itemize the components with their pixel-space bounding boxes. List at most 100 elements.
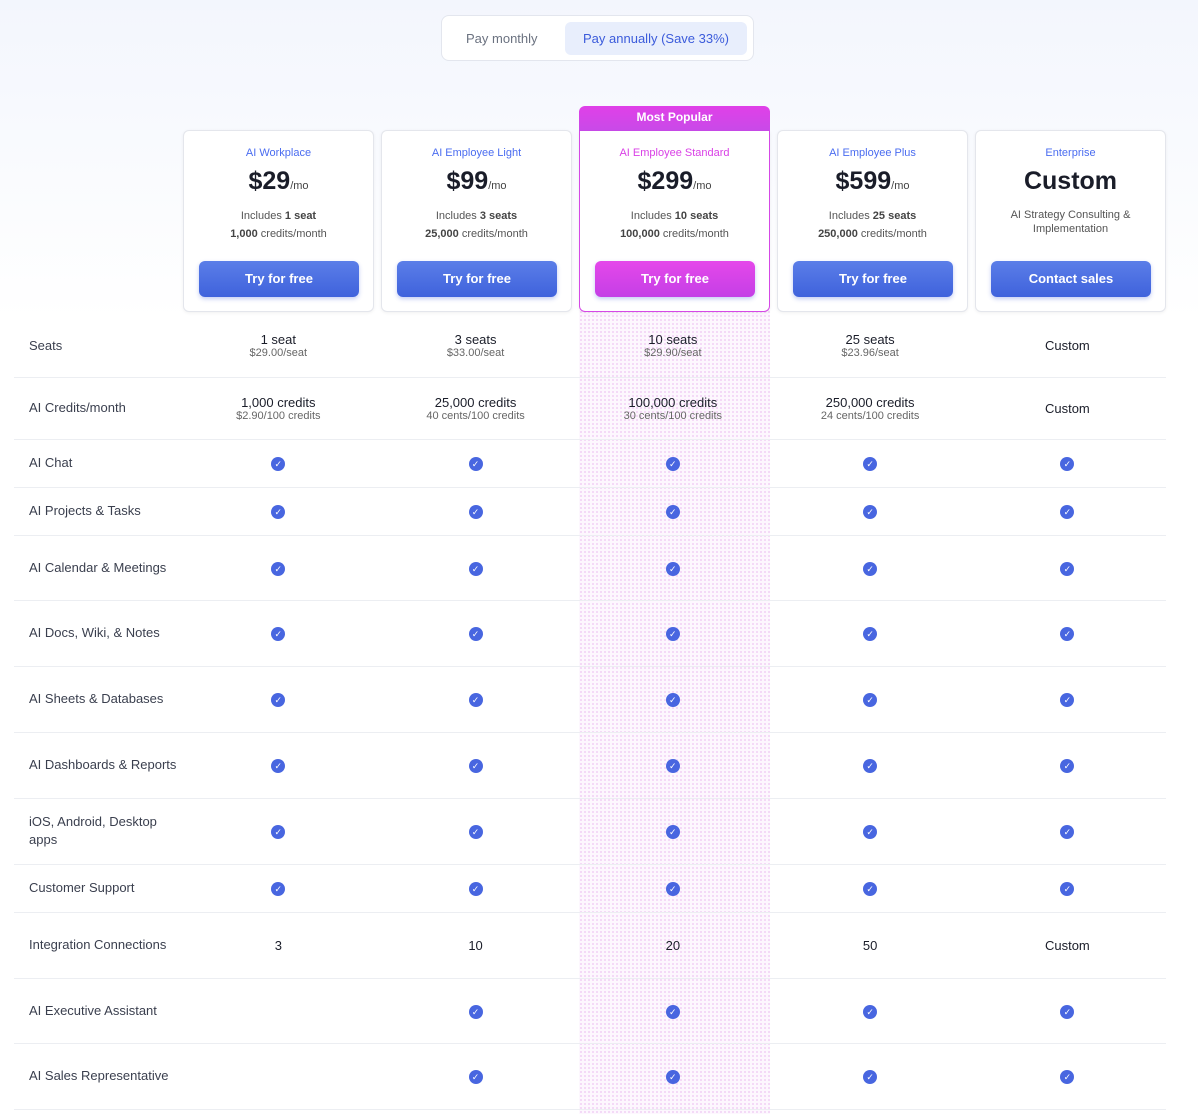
cell-value: 3 seats <box>454 332 497 348</box>
check-icon: ✓ <box>1060 627 1075 641</box>
contact-sales-button[interactable]: Contact sales <box>991 261 1151 297</box>
feature-cell: ✓ <box>969 1043 1166 1109</box>
feature-cell: ✓ <box>574 535 771 600</box>
try-for-free-button[interactable]: Try for free <box>595 261 755 297</box>
feature-cell: 1 seat $29.00/seat <box>180 315 377 377</box>
check-icon: ✓ <box>863 1004 878 1019</box>
feature-cell: ✓ <box>771 666 968 732</box>
feature-cell: ✓ <box>180 732 377 798</box>
check-icon: ✓ <box>468 1004 483 1019</box>
check-icon: ✓ <box>1060 882 1075 896</box>
check-icon: ✓ <box>271 561 286 576</box>
feature-cell: ✓ <box>574 439 771 487</box>
table-row: AI Executive Assistant ✓ ✓ ✓ ✓ <box>14 978 1166 1043</box>
feature-cell: ✓ <box>969 439 1166 487</box>
check-icon: ✓ <box>665 825 680 839</box>
feature-cell: ✓ <box>574 600 771 666</box>
plan-card: AI Workplace $29/mo Includes 1 seat 1,000 … <box>183 130 374 312</box>
feature-cell: ✓ <box>771 798 968 864</box>
check-icon: ✓ <box>1060 1004 1075 1019</box>
check-icon: ✓ <box>863 561 878 576</box>
check-icon: ✓ <box>468 505 483 519</box>
feature-cell: ✓ <box>771 732 968 798</box>
pay-monthly-option[interactable]: Pay monthly <box>466 30 538 46</box>
feature-cell: ✓ <box>771 535 968 600</box>
cell-subvalue: 40 cents/100 credits <box>426 409 525 422</box>
cell-value: 25 seats <box>845 332 895 348</box>
feature-cell: ✓ <box>969 487 1166 535</box>
feature-cell: ✓ <box>574 864 771 912</box>
check-icon: ✓ <box>665 759 680 773</box>
feature-cell: Custom <box>969 377 1166 439</box>
cell-subvalue: $23.96/seat <box>841 347 899 360</box>
check-icon: ✓ <box>1060 561 1075 576</box>
credits-label: credits/month <box>857 228 927 240</box>
feature-cell: ✓ <box>377 535 574 600</box>
cell-value: Custom <box>1044 937 1090 953</box>
check-icon: ✓ <box>665 882 680 896</box>
feature-cell: ✓ <box>771 1043 968 1109</box>
try-for-free-button[interactable]: Try for free <box>199 261 359 297</box>
plan-price: $599/mo <box>778 167 967 197</box>
plan-name: AI Employee Plus <box>829 147 916 159</box>
check-icon: ✓ <box>468 882 483 896</box>
includes-seats: 10 seats <box>674 210 719 222</box>
feature-label: AI Calendar & Meetings <box>29 559 167 575</box>
feature-cell: ✓ <box>180 864 377 912</box>
credits-label: credits/month <box>458 228 528 240</box>
includes-credits: 25,000 <box>425 228 459 240</box>
feature-cell: ✓ <box>377 1043 574 1109</box>
check-icon: ✓ <box>665 1070 680 1084</box>
feature-cell: 25 seats $23.96/seat <box>771 315 968 377</box>
table-row: AI Chat ✓ ✓ ✓ ✓ ✓ <box>14 439 1166 487</box>
feature-cell: ✓ <box>377 439 574 487</box>
includes-label: Includes <box>435 210 480 222</box>
feature-cell: ✓ <box>771 439 968 487</box>
plan-price: Custom <box>1023 167 1118 195</box>
includes-label: Includes <box>630 210 675 222</box>
feature-cell: 10 <box>377 912 574 978</box>
check-icon: ✓ <box>468 457 483 471</box>
check-icon: ✓ <box>271 693 286 707</box>
pay-annually-option[interactable]: Pay annually (Save 33%) <box>565 21 747 55</box>
check-icon: ✓ <box>468 627 483 641</box>
plan-price: $299/mo <box>580 167 769 197</box>
includes-credits: 250,000 <box>818 228 858 240</box>
feature-cell: ✓ <box>377 487 574 535</box>
check-icon: ✓ <box>863 1070 878 1084</box>
cell-value: 20 <box>665 937 681 953</box>
check-icon: ✓ <box>665 561 680 576</box>
plan-includes: Includes 25 seats 250,000 credits/month <box>778 207 967 243</box>
feature-cell: ✓ <box>180 600 377 666</box>
try-for-free-button[interactable]: Try for free <box>397 261 557 297</box>
try-for-free-button[interactable]: Try for free <box>793 261 953 297</box>
cell-subvalue: $29.90/seat <box>644 347 702 360</box>
feature-cell: ✓ <box>574 487 771 535</box>
feature-comparison-table: Seats 1 seat $29.00/seat 3 seats $33.00/seat… <box>14 315 1166 1110</box>
feature-label: AI Docs, Wiki, & Notes <box>29 625 160 640</box>
includes-credits: 100,000 <box>620 228 660 240</box>
feature-cell: ✓ <box>771 864 968 912</box>
feature-cell: 3 <box>180 912 377 978</box>
cell-value: 1 seat <box>260 332 297 348</box>
feature-cell: ✓ <box>969 535 1166 600</box>
plan-name: AI Employee Light <box>431 147 522 159</box>
feature-cell: ✓ <box>377 864 574 912</box>
plan-price: $29/mo <box>184 167 373 197</box>
feature-cell: 50 <box>771 912 968 978</box>
plan-price: $99/mo <box>382 167 571 197</box>
credits-label: credits/month <box>257 228 327 240</box>
feature-label: AI Credits/month <box>29 400 126 415</box>
plan-card: Enterprise Custom AI Strategy Consulting … <box>975 130 1166 312</box>
table-row: AI Sheets & Databases ✓ ✓ ✓ ✓ ✓ <box>14 666 1166 732</box>
cell-value: 25,000 credits <box>434 394 517 410</box>
check-icon: ✓ <box>863 627 878 641</box>
feature-label: AI Sheets & Databases <box>29 691 164 706</box>
feature-label: AI Sales Representative <box>29 1068 169 1083</box>
check-icon: ✓ <box>863 825 878 839</box>
cell-value: Custom <box>1044 400 1090 416</box>
plan-includes: Includes 10 seats 100,000 credits/month <box>580 207 769 243</box>
feature-label: Integration Connections <box>29 937 167 952</box>
feature-label: Seats <box>29 337 63 353</box>
cell-value: 250,000 credits <box>825 394 915 410</box>
